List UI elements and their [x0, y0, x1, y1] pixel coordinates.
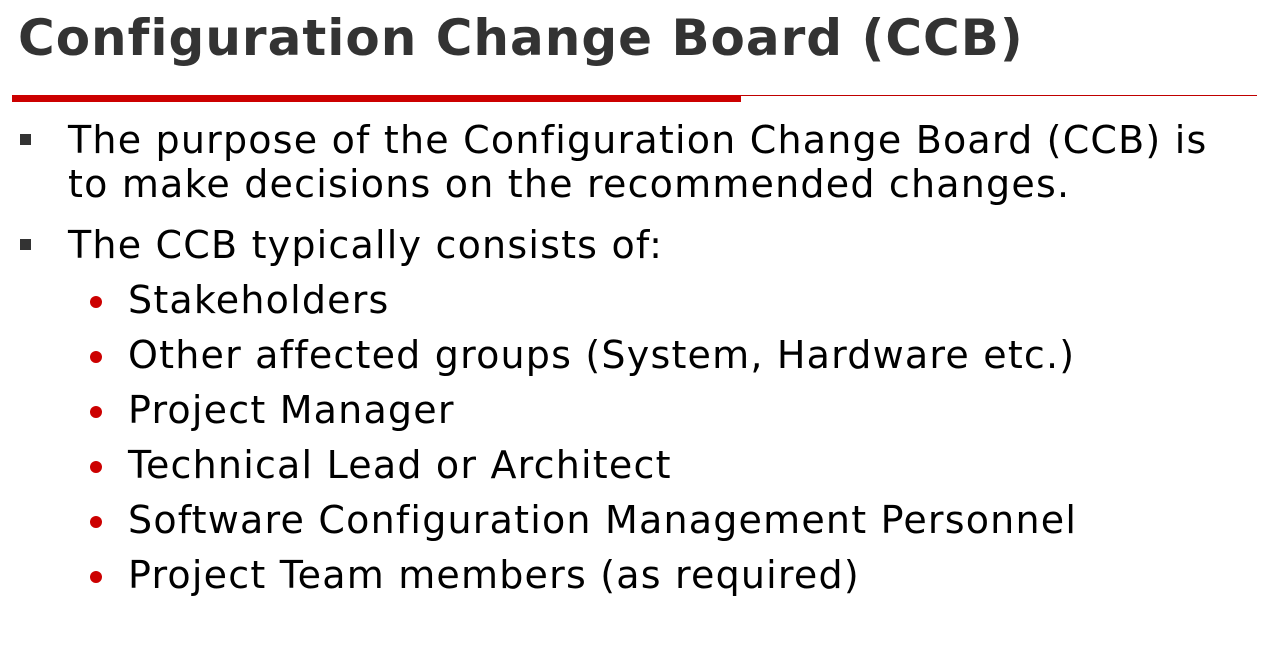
bullet-item: The CCB typically consists of:: [20, 223, 1248, 267]
bullet-item: The purpose of the Configuration Change …: [20, 118, 1248, 206]
sub-bullet-text: Technical Lead or Architect: [128, 443, 672, 487]
sub-bullet-item: Project Manager: [90, 383, 1281, 438]
bullet-text: The CCB typically consists of:: [68, 223, 664, 267]
sub-bullet-text: Stakeholders: [128, 278, 390, 322]
slide-title: Configuration Change Board (CCB): [18, 9, 1024, 67]
sub-bullet-text: Software Configuration Management Person…: [128, 498, 1078, 542]
slide-body: The purpose of the Configuration Change …: [0, 118, 1281, 603]
sub-bullet-item: Project Team members (as required): [90, 548, 1281, 603]
sub-bullet-item: Stakeholders: [90, 273, 1281, 328]
sub-bullet-item: Technical Lead or Architect: [90, 438, 1281, 493]
round-bullet-icon: [90, 406, 102, 418]
round-bullet-icon: [90, 296, 102, 308]
sub-bullet-text: Other affected groups (System, Hardware …: [128, 333, 1076, 377]
sub-bullet-text: Project Team members (as required): [128, 553, 860, 597]
round-bullet-icon: [90, 571, 102, 583]
square-bullet-icon: [20, 134, 31, 145]
square-bullet-icon: [20, 239, 31, 250]
round-bullet-icon: [90, 351, 102, 363]
sub-bullet-text: Project Manager: [128, 388, 455, 432]
round-bullet-icon: [90, 461, 102, 473]
sub-bullet-item: Software Configuration Management Person…: [90, 493, 1281, 548]
round-bullet-icon: [90, 516, 102, 528]
sub-bullet-item: Other affected groups (System, Hardware …: [90, 328, 1281, 383]
bullet-text: The purpose of the Configuration Change …: [68, 118, 1208, 206]
title-underline-accent: [12, 95, 741, 102]
